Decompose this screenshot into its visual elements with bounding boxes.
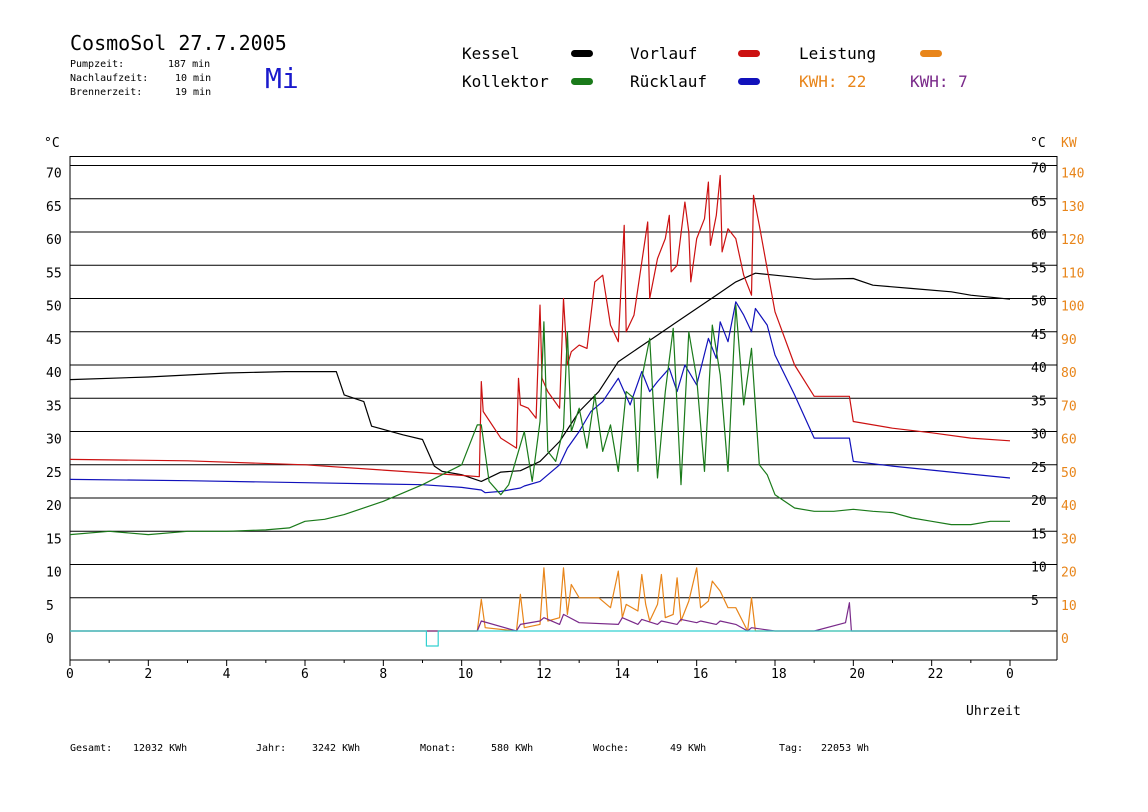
x-tick-label: 0 <box>66 667 74 682</box>
y-tick-label-kw: 140 <box>1061 167 1084 182</box>
y-tick-label-kw: 70 <box>1061 399 1077 414</box>
legend-kwh-total: KWH: 22 <box>799 72 867 91</box>
y-tick-label-kw: 20 <box>1061 566 1077 581</box>
y-tick-label-kw: 100 <box>1061 300 1084 315</box>
y-tick-label-right: 30 <box>1031 428 1047 443</box>
y-tick-label-right: 5 <box>1031 594 1039 609</box>
nachlaufzeit-label: Nachlaufzeit: <box>70 73 149 84</box>
y-tick-label-left: 5 <box>46 599 54 614</box>
y-axis-title-right: °C <box>1030 136 1046 151</box>
weekday-label: Mi <box>265 62 299 95</box>
y-tick-label-kw: 60 <box>1061 433 1077 448</box>
y-tick-label-left: 20 <box>46 499 62 514</box>
x-tick-label: 2 <box>144 667 152 682</box>
y-tick-label-left: 35 <box>46 399 62 414</box>
y-tick-label-kw: 10 <box>1061 599 1077 614</box>
legend-ruecklauf-label: Rücklauf <box>630 72 708 91</box>
legend-kollektor-label: Kollektor <box>462 72 549 91</box>
x-tick-label: 0 <box>1006 667 1014 682</box>
series-vorlauf <box>69 174 1011 478</box>
y-tick-label-kw: 130 <box>1061 200 1084 215</box>
legend-ruecklauf-swatch <box>738 78 760 85</box>
series-leistung <box>70 567 1010 632</box>
legend-vorlauf-swatch <box>738 50 760 57</box>
y-tick-label-right: 10 <box>1031 561 1047 576</box>
y-tick-label-left: 50 <box>46 300 62 315</box>
x-tick-label: 8 <box>379 667 387 682</box>
y-axis-title-left: °C <box>44 136 60 151</box>
y-tick-label-left: 40 <box>46 366 62 381</box>
x-axis-title: Uhrzeit <box>966 704 1021 719</box>
footer-monat-value: 580 KWh <box>491 743 534 754</box>
y-tick-label-left: 45 <box>46 333 62 348</box>
footer-jahr-value: 3242 KWh <box>312 743 361 754</box>
brennerzeit-value: 19 min <box>175 87 212 98</box>
nachlaufzeit-value: 10 min <box>175 73 212 84</box>
x-tick-label: 4 <box>223 667 231 682</box>
footer-woche-value: 49 KWh <box>670 743 707 754</box>
footer-tag-value: 22053 Wh <box>821 743 870 754</box>
y-tick-label-kw: 0 <box>1061 632 1069 647</box>
x-tick-label: 6 <box>301 667 309 682</box>
y-tick-label-right: 60 <box>1031 228 1047 243</box>
y-tick-label-right: 35 <box>1031 394 1047 409</box>
x-tick-label: 14 <box>614 667 630 682</box>
legend-leistung-label: Leistung <box>799 44 877 63</box>
x-tick-label: 20 <box>849 667 865 682</box>
y-tick-label-left: 65 <box>46 200 62 215</box>
y-tick-label-right: 40 <box>1031 361 1047 376</box>
footer-monat-label: Monat: <box>420 743 457 754</box>
x-tick-label: 16 <box>693 667 709 682</box>
footer-gesamt-label: Gesamt: <box>70 743 113 754</box>
y-tick-label-kw: 110 <box>1061 266 1084 281</box>
y-tick-label-kw: 90 <box>1061 333 1077 348</box>
y-axis-title-kw: KW <box>1061 136 1077 151</box>
y-tick-label-left: 70 <box>46 167 62 182</box>
y-tick-label-kw: 50 <box>1061 466 1077 481</box>
y-tick-label-left: 30 <box>46 433 62 448</box>
legend-leistung-swatch <box>920 50 942 57</box>
y-tick-label-left: 10 <box>46 566 62 581</box>
series-r-cklauf <box>69 301 1011 494</box>
y-tick-label-left: 60 <box>46 233 62 248</box>
legend-vorlauf-label: Vorlauf <box>630 44 698 63</box>
temperature-chart: 0 2 4 6 8 10 12 14 16 18 20 22 0 Uhrzeit 0 5 10 15 20 25 30 3… <box>44 136 1084 719</box>
footer-gesamt-value: 12032 KWh <box>133 743 188 754</box>
y-tick-label-kw: 30 <box>1061 532 1077 547</box>
y-tick-label-left: 15 <box>46 532 62 547</box>
y-tick-label-right: 15 <box>1031 527 1047 542</box>
y-tick-label-kw: 80 <box>1061 366 1077 381</box>
y-tick-label-right: 25 <box>1031 461 1047 476</box>
legend-kessel-swatch <box>571 50 593 57</box>
chart-title: CosmoSol 27.7.2005 <box>70 31 287 55</box>
y-tick-label-right: 55 <box>1031 261 1047 276</box>
y-tick-label-right: 45 <box>1031 328 1047 343</box>
series-kessel <box>69 272 1011 482</box>
brennerzeit-label: Brennerzeit: <box>70 87 143 98</box>
y-tick-label-right: 50 <box>1031 295 1047 310</box>
footer-woche-label: Woche: <box>593 743 630 754</box>
pumpzeit-value: 187 min <box>168 59 211 70</box>
y-tick-label-kw: 40 <box>1061 499 1077 514</box>
y-tick-label-left: 25 <box>46 466 62 481</box>
pumpzeit-label: Pumpzeit: <box>70 59 125 70</box>
y-tick-label-left: 0 <box>46 632 54 647</box>
x-tick-label: 22 <box>928 667 944 682</box>
y-tick-label-left: 55 <box>46 266 62 281</box>
footer-tag-label: Tag: <box>779 743 804 754</box>
series-baseline <box>70 630 1010 647</box>
legend-kollektor-swatch <box>571 78 593 85</box>
y-tick-label-kw: 120 <box>1061 233 1084 248</box>
y-tick-label-right: 20 <box>1031 494 1047 509</box>
legend-kwh-secondary: KWH: 7 <box>910 72 968 91</box>
y-tick-label-right: 70 <box>1031 162 1047 177</box>
series-kollektor <box>69 304 1010 536</box>
x-tick-label: 18 <box>771 667 787 682</box>
footer-jahr-label: Jahr: <box>256 743 287 754</box>
legend-kessel-label: Kessel <box>462 44 520 63</box>
y-tick-label-right: 65 <box>1031 195 1047 210</box>
x-tick-label: 10 <box>458 667 474 682</box>
x-tick-label: 12 <box>536 667 552 682</box>
